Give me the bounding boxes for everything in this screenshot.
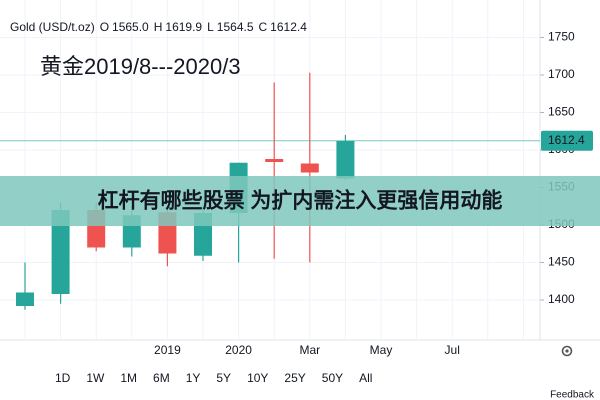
y-tick-label: 1400 [548, 292, 575, 306]
candle-body [300, 163, 319, 173]
x-tick-label: Mar [299, 343, 320, 357]
candle-body [51, 210, 70, 294]
x-tick-label: 2020 [225, 343, 252, 357]
range-button[interactable]: All [359, 371, 372, 385]
range-button[interactable]: 50Y [322, 371, 343, 385]
y-tick-label: 1700 [548, 67, 575, 81]
symbol: Gold (USD/t.oz) [10, 20, 95, 34]
range-button[interactable]: 1W [86, 371, 105, 385]
candle-body [336, 141, 355, 179]
range-button[interactable]: 1D [55, 371, 71, 385]
ohlc-key: O [100, 20, 109, 34]
ohlc-key: L [207, 20, 214, 34]
range-button[interactable]: 1Y [186, 371, 201, 385]
ohlc-value: 1619.9 [165, 20, 202, 34]
range-button[interactable]: 6M [153, 371, 170, 385]
feedback-link[interactable]: Feedback [550, 390, 595, 400]
annotation: 黄金2019/8---2020/3 [40, 54, 241, 79]
y-tick-label: 1750 [548, 30, 575, 44]
last-price-label: 1612.4 [548, 133, 585, 147]
y-tick-label: 1650 [548, 105, 575, 119]
overlay: 1612.4 杠杆有哪些股票 为扩内需注入更强信用动能 Gold (USD/t.oz… [0, 20, 600, 400]
ohlc-value: 1612.4 [270, 20, 307, 34]
settings-icon[interactable] [561, 345, 573, 357]
x-tick-label: May [370, 343, 393, 357]
ohlc-key: H [154, 20, 163, 34]
watermark-text: 杠杆有哪些股票 为扩内需注入更强信用动能 [98, 189, 503, 213]
last-price-box [541, 130, 593, 151]
range-button[interactable]: 5Y [216, 371, 231, 385]
ohlc-key: C [259, 20, 268, 34]
ohlc-value: 1564.5 [217, 20, 254, 34]
range-button[interactable]: 1M [120, 371, 137, 385]
watermark-band [0, 176, 600, 226]
y-tick-label: 1450 [548, 255, 575, 269]
range-button[interactable]: 10Y [247, 371, 268, 385]
candle-body [265, 159, 284, 162]
ohlc-value: 1565.0 [112, 20, 149, 34]
range-button[interactable]: 25Y [284, 371, 305, 385]
candle-body [16, 292, 34, 306]
x-tick-label: 2019 [154, 343, 181, 357]
x-tick-label: Jul [445, 343, 460, 357]
